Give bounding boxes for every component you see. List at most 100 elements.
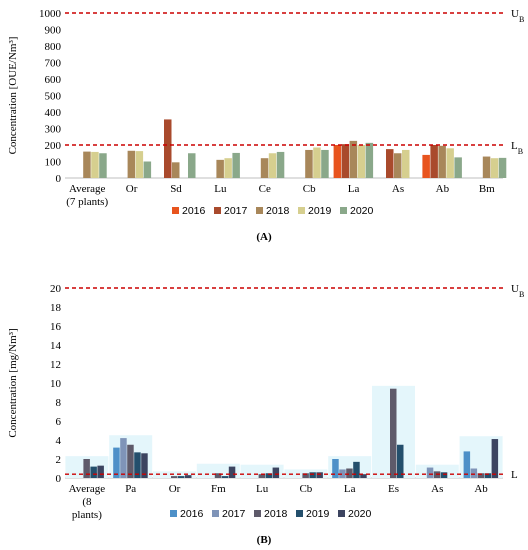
bar-2019-6 [309,472,316,478]
bar-2018-1 [83,151,91,178]
legend-label: 2018 [264,508,288,520]
panel-caption: (A) [256,231,272,243]
category-label: Pa [125,483,136,495]
y-tick-label: 10 [50,378,62,390]
legend-label: 2017 [224,205,248,217]
bar-2019-4 [224,158,232,178]
legend-label: 2016 [182,205,206,217]
bar-2019-5 [265,473,273,478]
legend-label: 2018 [266,205,290,217]
bar-2019-1 [90,466,97,478]
bar-2016-9 [422,154,430,178]
y-tick-label: 16 [50,321,62,333]
category-label: Or [169,483,181,495]
bar-2018-8 [390,388,397,478]
bar-2018-7 [349,140,358,178]
bar-2017-7 [341,144,350,178]
group-highlight [328,456,372,478]
bar-2020-3 [188,153,196,178]
y-tick-label: 6 [56,416,62,428]
bar-2016-10 [463,451,471,478]
legend-label: 2019 [306,508,330,520]
legend-swatch [296,510,303,517]
bar-2019-8 [402,149,410,178]
bar-2016-2 [113,447,120,478]
category-label: Sd [170,183,182,195]
group-highlight [153,471,196,478]
legend-label: 2020 [348,508,372,520]
y-tick-label: 300 [45,124,62,136]
bar-2019-2 [135,151,144,178]
legend-swatch [256,207,263,214]
y-tick-label: 20 [50,283,62,295]
bar-2020-7 [365,142,374,178]
bar-2018-5 [260,158,269,178]
bar-2019-5 [268,153,277,178]
y-tick-label: 2 [56,454,62,466]
legend-label: 2016 [180,508,204,520]
category-label: Average (7 plants) [66,183,108,208]
bar-2017-10 [470,468,478,478]
bar-2019-7 [357,145,366,178]
bar-2018-7 [346,468,353,478]
bar-2020-2 [141,453,148,478]
bar-2017-8 [386,149,394,178]
category-label: Or [126,183,138,195]
bar-2018-3 [172,162,180,178]
y-tick-label: 18 [50,302,62,314]
bar-2019-8 [397,444,404,478]
category-label: Lu [256,483,269,495]
bar-2018-6 [305,149,313,178]
legend-label: 2017 [222,508,246,520]
y-tick-label: 100 [45,157,62,169]
bar-2018-2 [127,150,136,178]
y-tick-label: 12 [50,359,61,371]
reference-line-label: L [511,469,518,481]
bar-2020-1 [97,465,104,478]
bar-2019-6 [313,147,321,178]
bar-2020-9 [454,157,462,178]
category-label: Cb [299,483,312,495]
bar-2016-7 [333,145,342,178]
category-label: Fm [211,483,226,495]
legend-swatch [170,510,177,517]
chart-panel-b: 0 2 4 6 8 10 12 14 16 18 20 Concentration [mg/Nm³] U… [7,283,524,546]
y-axis-label: Concentration [OUE/Nm³] [7,37,19,155]
bar-2018-8 [394,153,402,178]
bar-2020-1 [99,153,107,178]
bar-2020-6 [321,149,329,178]
bar-2020-3 [185,475,192,478]
y-tick-label: 200 [45,140,62,152]
bar-2018-4 [216,159,224,178]
bar-2020-2 [143,161,152,178]
bar-2018-10 [477,473,485,478]
bar-2018-5 [258,474,266,478]
bar-2018-9 [438,145,446,178]
bar-2019-2 [134,452,141,478]
category-label: Lu [214,183,227,195]
bar-2017-7 [339,469,346,478]
category-label: Bm [479,183,495,195]
y-tick-label: 600 [45,74,62,86]
legend-swatch [212,510,219,517]
legend-swatch [254,510,261,517]
bar-2018-6 [302,473,309,478]
bar-2017-9 [430,145,438,178]
legend-swatch [338,510,345,517]
bar-2016-7 [332,459,339,478]
y-tick-label: 800 [45,41,62,53]
y-tick-label: 14 [50,340,62,352]
chart-panel-a: 0 100 200 300 400 500 600 700 800 900 1000 Concentr… [7,8,524,243]
legend-swatch [298,207,305,214]
bar-2018-3 [171,476,178,478]
y-axis-label: Concentration [mg/Nm³] [7,328,19,437]
legend-label: 2020 [350,205,374,217]
y-tick-label: 700 [45,58,62,70]
bar-2020-6 [316,472,323,478]
bar-2018-1 [83,459,90,478]
y-tick-label: 900 [45,25,62,37]
category-label: Ab [474,483,488,495]
y-tick-label: 0 [56,173,62,185]
reference-line-label: UB [511,8,524,24]
